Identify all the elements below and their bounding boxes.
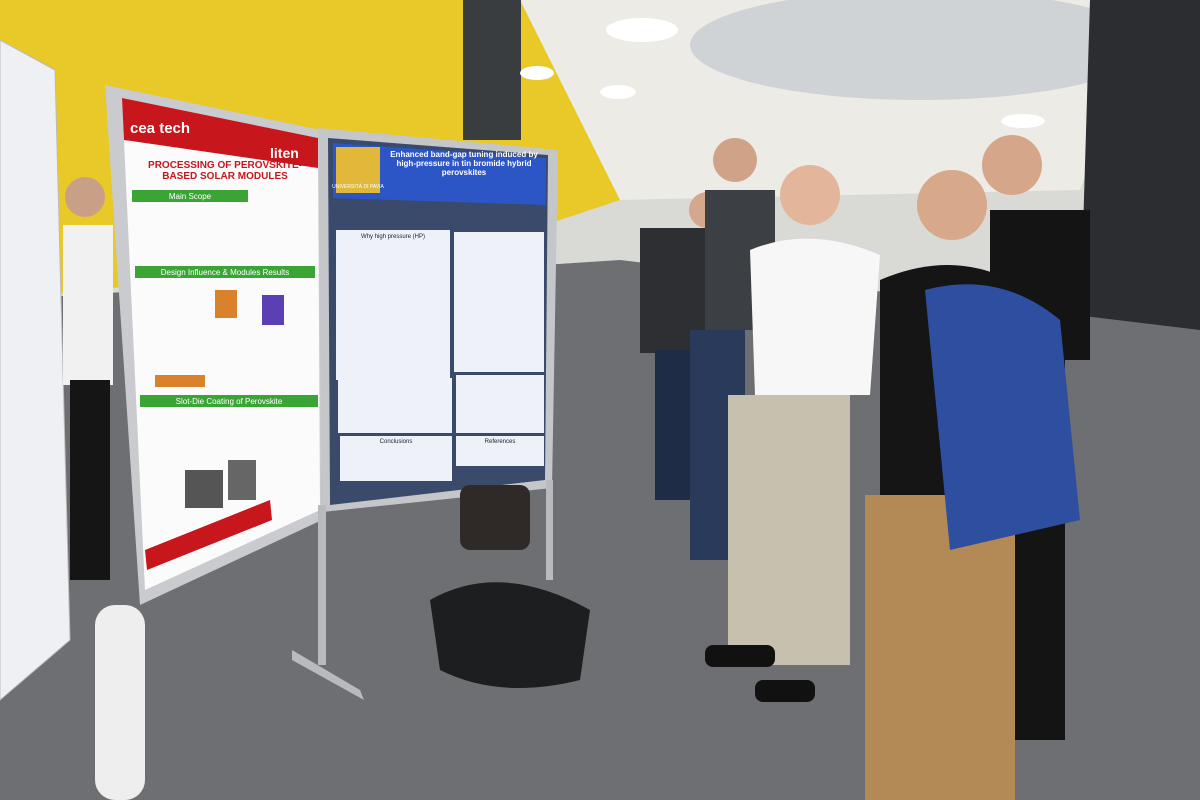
ceiling-light xyxy=(520,66,554,80)
section-bar xyxy=(140,395,318,407)
logo: cea tech xyxy=(130,120,190,137)
university-logo xyxy=(336,147,380,193)
backpack xyxy=(925,284,1080,550)
figure xyxy=(185,470,223,508)
poster-panel xyxy=(456,436,544,466)
section-heading: Why high pressure (HP) xyxy=(361,234,425,240)
poster-header xyxy=(333,143,546,205)
section-heading: Slot-Die Coating of Perovskite xyxy=(176,397,283,406)
dark-wall xyxy=(1080,0,1200,340)
ceiling-dome xyxy=(690,0,1150,100)
figure xyxy=(155,375,205,387)
poster-title: PROCESSING OF PEROVSKITE-BASED SOLAR MOD… xyxy=(148,160,302,182)
section-bar xyxy=(132,190,248,202)
person xyxy=(705,165,880,702)
poster-title-box: Enhanced band-gap tuning induced by high… xyxy=(390,150,538,177)
section-heading: Main Scope xyxy=(169,192,212,201)
poster-header xyxy=(122,98,318,168)
section-heading: Design Influence & Modules Results xyxy=(161,268,290,277)
person xyxy=(63,177,113,580)
logo: liten xyxy=(270,145,299,161)
poster-panel xyxy=(340,436,452,481)
poster-panel xyxy=(336,230,450,380)
section-heading: Conclusions xyxy=(380,439,413,445)
poster-footer xyxy=(145,500,272,570)
figure xyxy=(228,460,256,500)
stand-leg xyxy=(546,480,553,580)
ceiling-light xyxy=(1001,114,1045,128)
figure xyxy=(215,290,237,318)
logo-text: UNIVERSITÀ DI PAVIA xyxy=(332,183,384,190)
ceiling-light xyxy=(600,85,636,99)
stand-foot xyxy=(292,650,364,700)
figure xyxy=(262,295,284,325)
poster xyxy=(122,98,320,590)
section-heading: References xyxy=(485,439,516,445)
ceiling-light xyxy=(606,18,678,42)
poster-panel xyxy=(338,378,452,433)
poster-tube xyxy=(95,605,145,800)
poster-title-box: PROCESSING OF PEROVSKITE-BASED SOLAR MOD… xyxy=(148,160,302,182)
poster-panel xyxy=(454,232,544,372)
backpack xyxy=(430,582,590,688)
poster-panel xyxy=(456,375,544,433)
section-bar xyxy=(135,266,315,278)
person xyxy=(865,170,1080,800)
poster-title: Enhanced band-gap tuning induced by high… xyxy=(390,150,538,177)
poster-edge xyxy=(0,39,71,701)
bag xyxy=(460,485,530,550)
pillar xyxy=(463,0,521,140)
stand-leg xyxy=(318,505,326,665)
